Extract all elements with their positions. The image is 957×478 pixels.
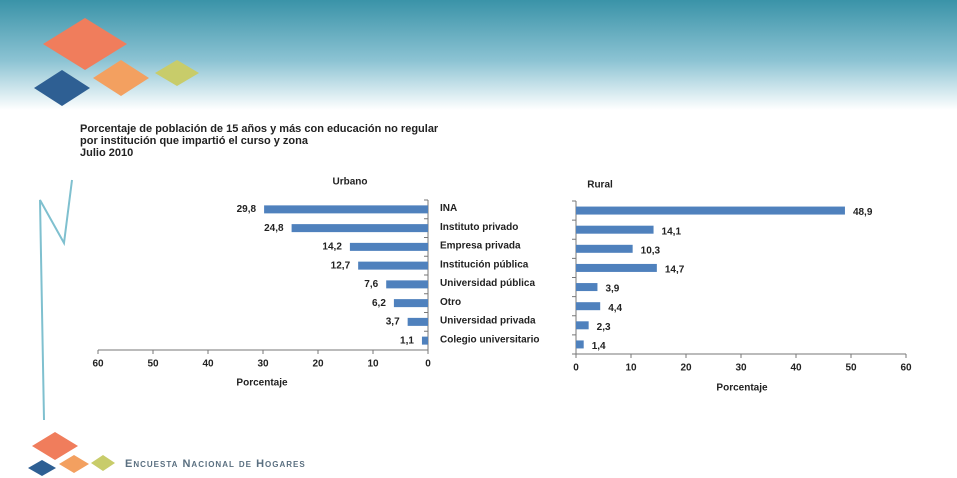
x-tick-label: 0	[573, 363, 579, 374]
bar	[576, 321, 589, 330]
bar	[576, 283, 598, 292]
bar	[576, 244, 633, 253]
diamond	[34, 70, 90, 106]
category-label: Universidad pública	[440, 278, 535, 289]
bar	[576, 225, 654, 234]
value-label: 12,7	[331, 260, 351, 271]
category-label: Instituto privado	[440, 222, 518, 233]
bar	[421, 336, 428, 345]
decor-line	[39, 179, 73, 421]
category-label: Empresa privada	[440, 241, 521, 252]
x-tick-label: 40	[790, 363, 802, 374]
diamond	[93, 60, 149, 96]
x-tick-label: 40	[202, 359, 214, 370]
bar	[358, 261, 428, 270]
bar	[349, 242, 428, 251]
x-tick-label: 30	[257, 359, 269, 370]
category-label: Otro	[440, 297, 461, 308]
x-tick-label: 50	[845, 363, 857, 374]
x-axis-label: Porcentaje	[236, 378, 288, 389]
chart-title: Rural	[587, 180, 613, 191]
x-tick-label: 60	[92, 359, 104, 370]
diamond	[32, 432, 78, 460]
value-label: 3,9	[605, 284, 619, 295]
x-tick-label: 50	[147, 359, 159, 370]
title-line: Porcentaje de población de 15 años y más…	[80, 123, 439, 135]
x-tick-label: 60	[900, 363, 912, 374]
header-band	[0, 0, 957, 110]
value-label: 10,3	[641, 245, 661, 256]
category-label: Colegio universitario	[440, 334, 539, 345]
bar	[407, 317, 428, 326]
bar	[576, 302, 601, 311]
value-label: 29,8	[237, 204, 257, 215]
value-label: 4,4	[608, 303, 622, 314]
x-tick-label: 0	[425, 359, 431, 370]
bar	[386, 280, 428, 289]
x-tick-label: 20	[680, 363, 692, 374]
value-label: 6,2	[372, 298, 386, 309]
diamond	[43, 18, 127, 70]
value-label: 2,3	[597, 322, 611, 333]
diamond	[91, 455, 115, 471]
value-label: 1,1	[400, 335, 414, 346]
value-label: 48,9	[853, 207, 873, 218]
diamond	[59, 455, 89, 473]
bar	[291, 224, 428, 233]
bar	[264, 205, 428, 214]
category-label: Institución pública	[440, 259, 529, 270]
value-label: 14,2	[322, 242, 342, 253]
chart-title: Urbano	[333, 177, 368, 188]
diamond	[28, 460, 56, 476]
x-tick-label: 10	[625, 363, 637, 374]
x-axis-label: Porcentaje	[716, 383, 768, 394]
value-label: 1,4	[592, 341, 606, 352]
value-label: 24,8	[264, 223, 284, 234]
footer: Encuesta Nacional de Hogares	[125, 458, 306, 470]
x-tick-label: 20	[312, 359, 324, 370]
category-label: INA	[440, 203, 457, 214]
title-line: Julio 2010	[80, 147, 133, 159]
x-tick-label: 30	[735, 363, 747, 374]
category-label: Universidad privada	[440, 316, 536, 327]
title-line: por institución que impartió el curso y …	[80, 135, 309, 147]
bar	[576, 340, 584, 349]
value-label: 3,7	[386, 317, 400, 328]
value-label: 14,7	[665, 265, 685, 276]
value-label: 7,6	[364, 279, 378, 290]
bar	[393, 299, 428, 308]
bar	[576, 206, 845, 215]
value-label: 14,1	[662, 226, 682, 237]
diamond	[155, 60, 199, 86]
bar	[576, 263, 657, 272]
x-tick-label: 10	[367, 359, 379, 370]
